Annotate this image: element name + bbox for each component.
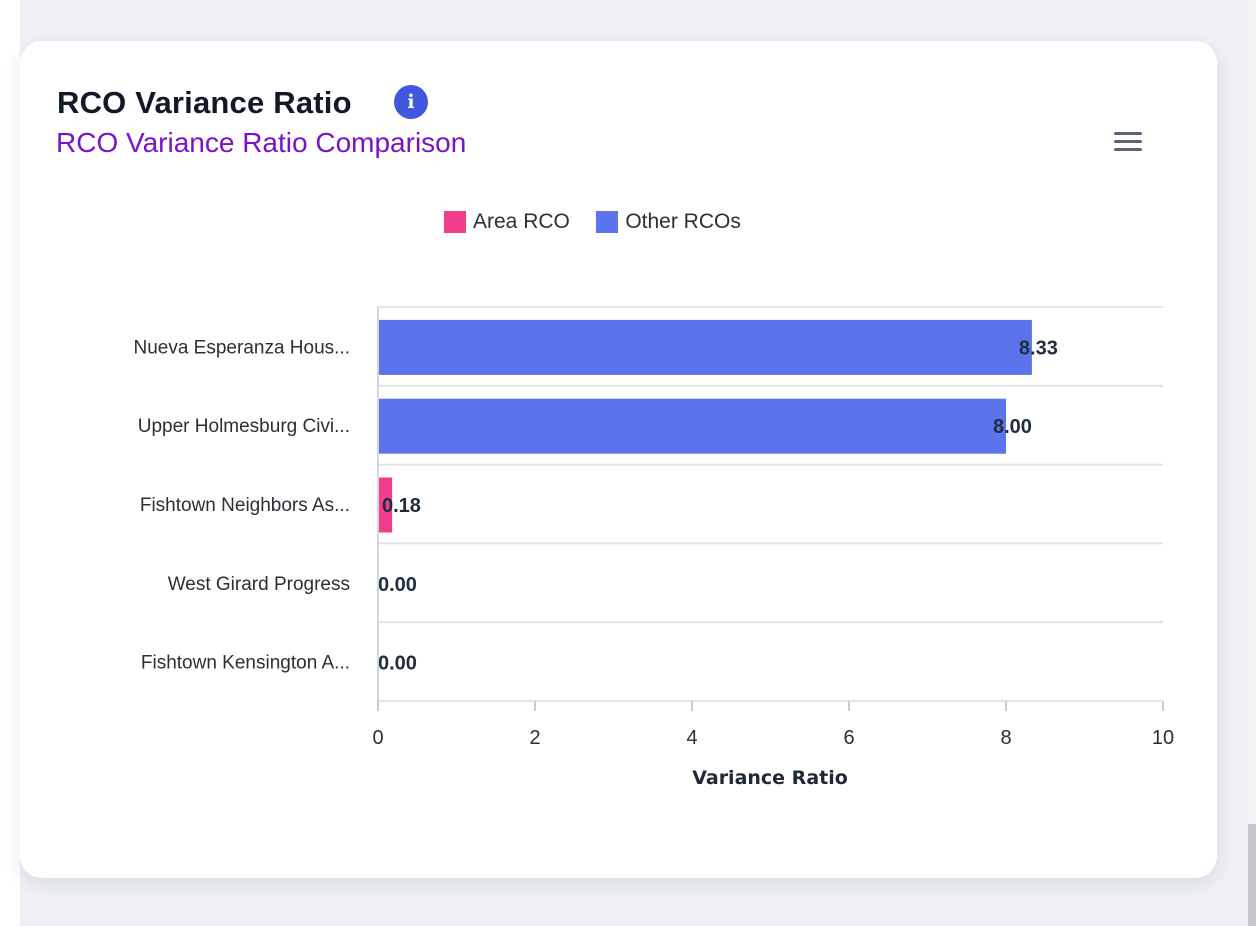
data-label: 8.33 [1019, 337, 1058, 359]
data-label: 0.00 [378, 574, 417, 596]
chart-title: RCO Variance Ratio Comparison [56, 127, 467, 158]
x-tick-label: 0 [372, 727, 383, 749]
legend-item-area-rco[interactable]: Area RCO [444, 210, 570, 234]
data-label: 0.18 [382, 495, 421, 517]
bar-fishtown-neighbors-as[interactable] [378, 477, 393, 533]
x-tick-label: 2 [529, 727, 540, 749]
scrollbar-track[interactable] [1248, 0, 1256, 926]
category-label: Fishtown Neighbors As... [140, 495, 350, 516]
category-label: Upper Holmesburg Civi... [138, 416, 350, 437]
scrollbar-thumb[interactable] [1248, 824, 1256, 926]
info-icon[interactable]: i [394, 85, 428, 119]
chart-card: RCO Variance Ratio i [20, 41, 1217, 878]
x-tick-label: 10 [1152, 727, 1174, 749]
bar-upper-holmesburg-civi[interactable] [378, 398, 1006, 454]
legend-label-area-rco: Area RCO [473, 210, 570, 233]
x-axis-title: Variance Ratio [692, 767, 848, 789]
x-tick-label: 4 [686, 727, 697, 749]
legend-swatch-area-rco [444, 211, 466, 233]
category-label: Fishtown Kensington A... [141, 653, 350, 674]
data-label: 8.00 [993, 416, 1032, 438]
legend-item-other-rcos[interactable]: Other RCOs [596, 210, 741, 234]
chart-legend: Area RCO Other RCOs [444, 210, 763, 238]
legend-label-other-rcos: Other RCOs [625, 210, 741, 233]
category-label: West Girard Progress [168, 574, 350, 595]
bar-nueva-esperanza-hous[interactable] [378, 319, 1032, 375]
x-tick-label: 8 [1000, 727, 1011, 749]
data-label: 0.00 [378, 653, 417, 675]
hamburger-menu-icon[interactable] [1112, 130, 1144, 154]
x-tick-label: 6 [843, 727, 854, 749]
category-label: Nueva Esperanza Hous... [133, 337, 350, 358]
legend-swatch-other-rcos [596, 211, 619, 233]
card-title: RCO Variance Ratio [57, 85, 352, 120]
